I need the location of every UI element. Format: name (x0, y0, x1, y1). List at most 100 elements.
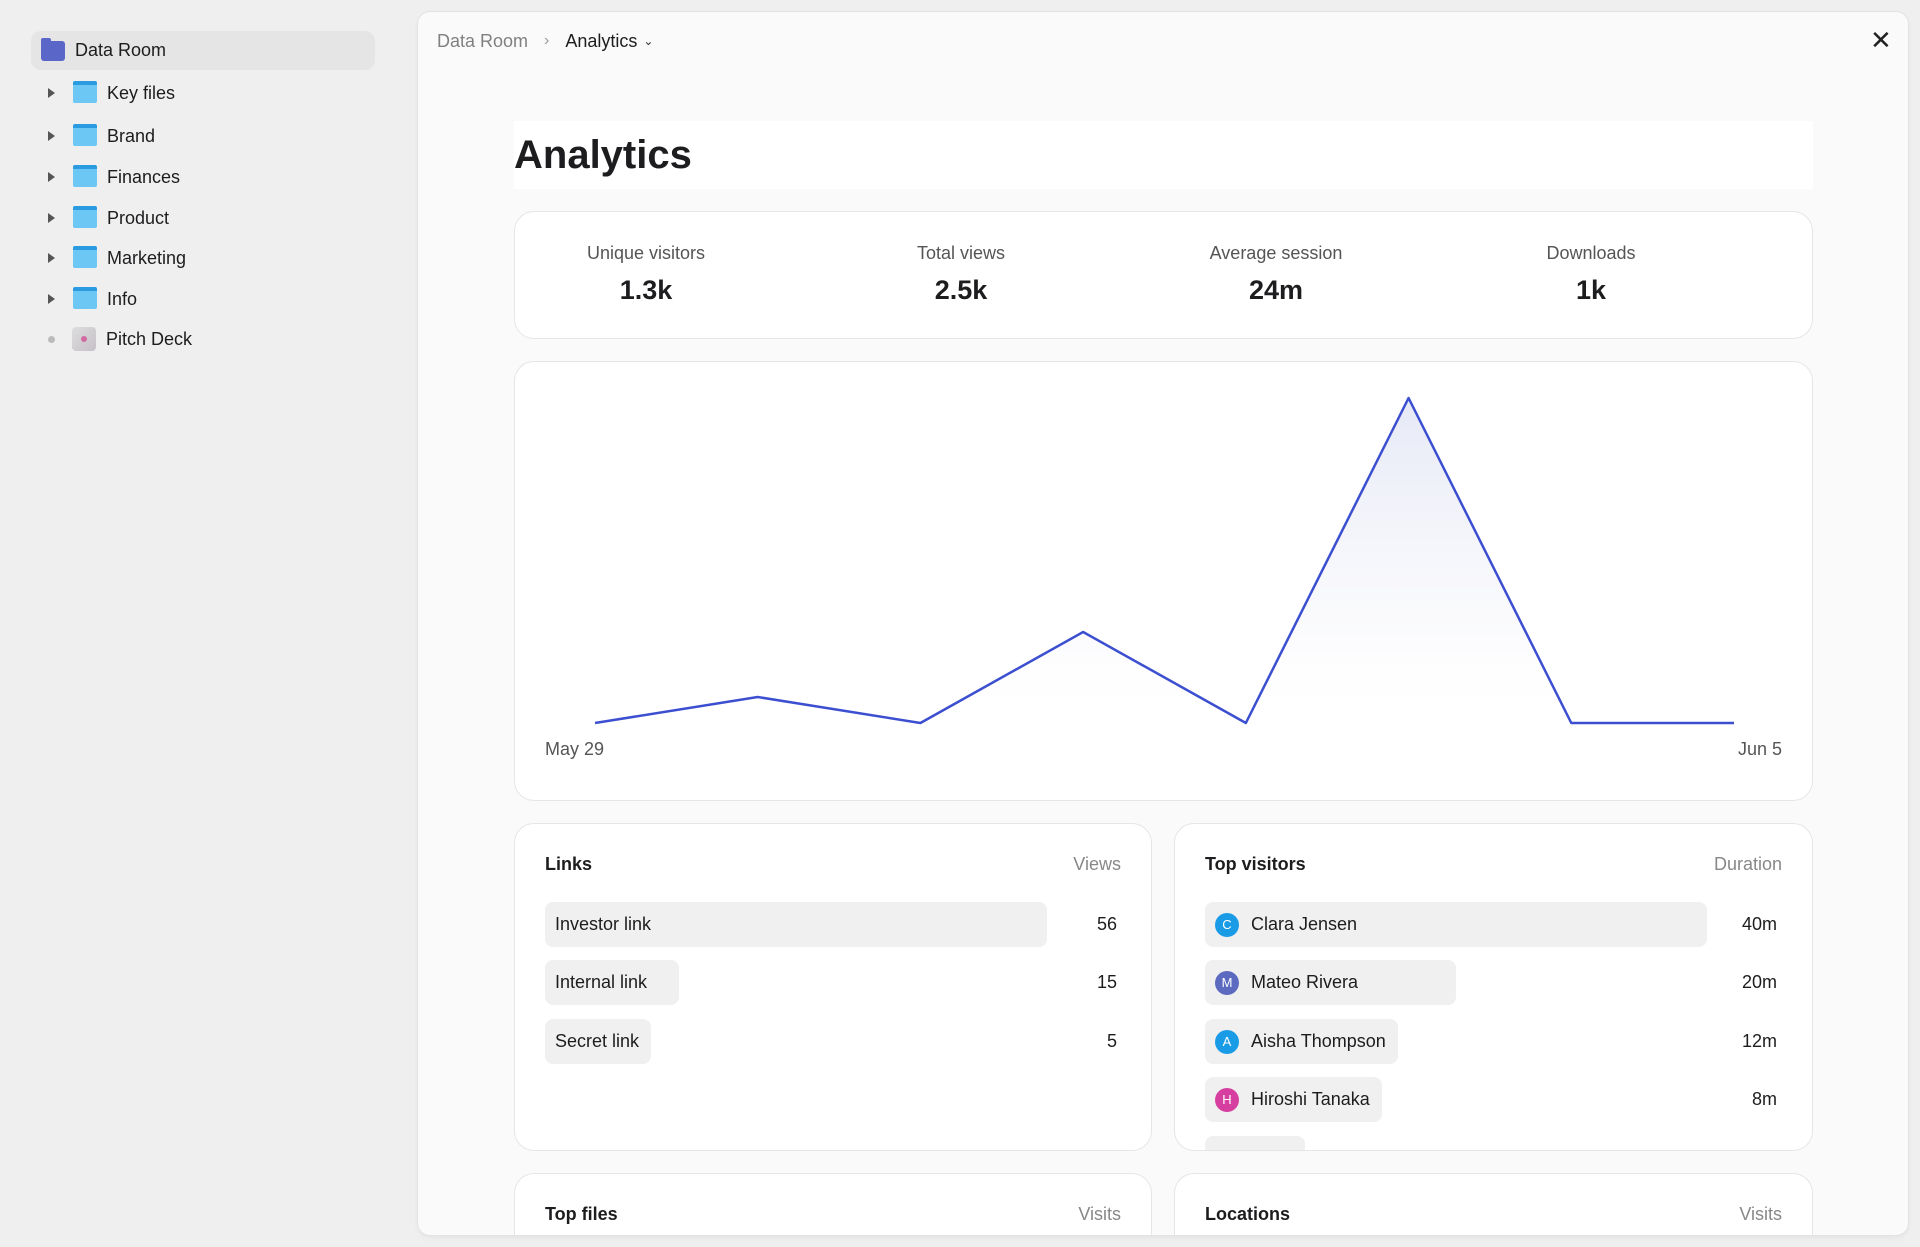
locations-title: Locations (1205, 1204, 1291, 1224)
stat-label: Downloads (1546, 243, 1636, 263)
sidebar-item-label: Info (107, 288, 138, 309)
row-value: 15 (1096, 972, 1117, 992)
row-value: 40m (1741, 914, 1777, 934)
expand-arrow-icon[interactable] (48, 172, 55, 182)
x-tick-label: Jun 5 (1737, 739, 1782, 759)
sidebar-item-label: Brand (107, 125, 156, 146)
locations-metric: Visits (1739, 1204, 1782, 1224)
row-value: 56 (1096, 914, 1117, 934)
row-bar: M Mateo Rivera (1205, 960, 1456, 1005)
stats-card: Unique visitors 1.3k Total views 2.5k Aver… (514, 211, 1813, 339)
row-value: 12m (1741, 1031, 1777, 1051)
stat-label: Average session (1209, 243, 1343, 263)
sidebar-item-marketing[interactable]: Marketing (44, 241, 374, 275)
stat-value: 24m (1248, 275, 1304, 305)
chevron-right-icon: › (544, 32, 550, 49)
sidebar-item-label: Data Room (75, 40, 167, 60)
sidebar-item-finances[interactable]: Finances (44, 160, 374, 194)
folder-icon (73, 80, 97, 103)
row-bar: Secret link (545, 1019, 652, 1064)
row-label: Hiroshi Tanaka (1251, 1089, 1370, 1109)
stat-label: Total views (916, 243, 1006, 263)
chart-card: May 29 Jun 5 (514, 361, 1813, 801)
sidebar-item-label: Finances (107, 166, 181, 187)
document-thumbnail-icon (72, 327, 96, 351)
list-item[interactable]: H Hiroshi Tanaka 8m (1205, 1077, 1787, 1122)
stat-value: 1k (1575, 275, 1607, 305)
breadcrumb-current[interactable]: Analytics (565, 30, 638, 51)
row-bar (1205, 1136, 1305, 1150)
row-label: Secret link (555, 1031, 640, 1051)
avatar: M (1215, 970, 1239, 995)
chart-area (595, 398, 1734, 723)
top-files-metric: Visits (1078, 1204, 1121, 1224)
sidebar-item-info[interactable]: Info (44, 282, 374, 316)
list-item[interactable]: M Mateo Rivera 20m (1205, 960, 1787, 1005)
breadcrumb-parent[interactable]: Data Room (437, 30, 529, 51)
top-files-title: Top files (545, 1204, 618, 1224)
chevron-down-icon[interactable]: ⌄ (643, 34, 654, 48)
top-visitors-card: Top visitors Duration C Clara Jensen 40m M M… (1174, 823, 1813, 1151)
title-band: Analytics (514, 121, 1813, 189)
stat-value: 1.3k (619, 275, 673, 305)
folder-icon (73, 286, 97, 309)
breadcrumb: Data Room › Analytics ⌄ (437, 29, 653, 53)
analytics-panel: Data Room › Analytics ⌄ ✕ Analytics Uniq… (418, 12, 1908, 1235)
folder-icon (73, 245, 97, 268)
row-label: Mateo Rivera (1251, 972, 1359, 992)
expand-arrow-icon[interactable] (48, 294, 55, 304)
row-value: 20m (1741, 972, 1777, 992)
row-bar: A Aisha Thompson (1205, 1019, 1398, 1064)
avatar: H (1215, 1087, 1239, 1112)
x-tick-label: May 29 (545, 739, 605, 759)
links-title: Links (545, 854, 593, 874)
list-item[interactable]: C Clara Jensen 40m (1205, 902, 1787, 947)
row-label: Aisha Thompson (1251, 1031, 1386, 1051)
expand-arrow-icon[interactable] (48, 88, 55, 98)
folder-icon (73, 205, 97, 228)
list-item[interactable] (1205, 1136, 1787, 1150)
sidebar-item-key-files[interactable]: Key files (44, 76, 374, 110)
sidebar-item-brand[interactable]: Brand (44, 119, 374, 153)
sidebar-item-pitch-deck[interactable]: Pitch Deck (44, 322, 374, 356)
row-label: Investor link (555, 914, 652, 934)
row-bar: Investor link (545, 902, 1047, 947)
close-icon[interactable]: ✕ (1870, 25, 1892, 55)
folder-icon (73, 164, 97, 187)
sidebar-item-label: Marketing (107, 247, 187, 268)
stat-label: Unique visitors (586, 243, 706, 263)
stat-value: 2.5k (934, 275, 988, 305)
sidebar: Data Room Key files Brand Finances Produ… (0, 0, 418, 1247)
locations-card: Locations Visits (1174, 1173, 1813, 1235)
list-item[interactable]: Secret link 5 (545, 1019, 1127, 1064)
list-item[interactable]: A Aisha Thompson 12m (1205, 1019, 1787, 1064)
chart-line (594, 396, 1734, 725)
top-files-card: Top files Visits (514, 1173, 1152, 1235)
row-value: 8m (1751, 1089, 1777, 1109)
visitors-title: Top visitors (1205, 854, 1306, 874)
sidebar-item-data-room[interactable]: Data Room (31, 31, 375, 70)
avatar: A (1215, 1029, 1239, 1054)
sidebar-item-label: Product (107, 207, 170, 228)
sidebar-item-label: Key files (107, 82, 176, 103)
page-title: Analytics (514, 133, 692, 177)
expand-arrow-icon[interactable] (48, 253, 55, 263)
list-item[interactable]: Investor link 56 (545, 902, 1127, 947)
expand-arrow-icon[interactable] (48, 131, 55, 141)
links-metric: Views (1073, 854, 1121, 874)
row-label: Internal link (555, 972, 648, 992)
row-label: Clara Jensen (1251, 914, 1358, 934)
visitors-metric: Duration (1713, 854, 1782, 874)
sidebar-item-label: Pitch Deck (106, 328, 193, 349)
views-chart (594, 396, 1734, 725)
bullet-icon (48, 335, 55, 343)
avatar: C (1215, 912, 1239, 937)
sidebar-item-product[interactable]: Product (44, 201, 374, 235)
row-bar: Internal link (545, 960, 680, 1005)
row-value: 5 (1106, 1031, 1117, 1051)
folder-icon (41, 37, 65, 61)
row-bar: H Hiroshi Tanaka (1205, 1077, 1382, 1122)
expand-arrow-icon[interactable] (48, 213, 55, 223)
list-item[interactable]: Internal link 15 (545, 960, 1127, 1005)
row-bar: C Clara Jensen (1205, 902, 1707, 947)
